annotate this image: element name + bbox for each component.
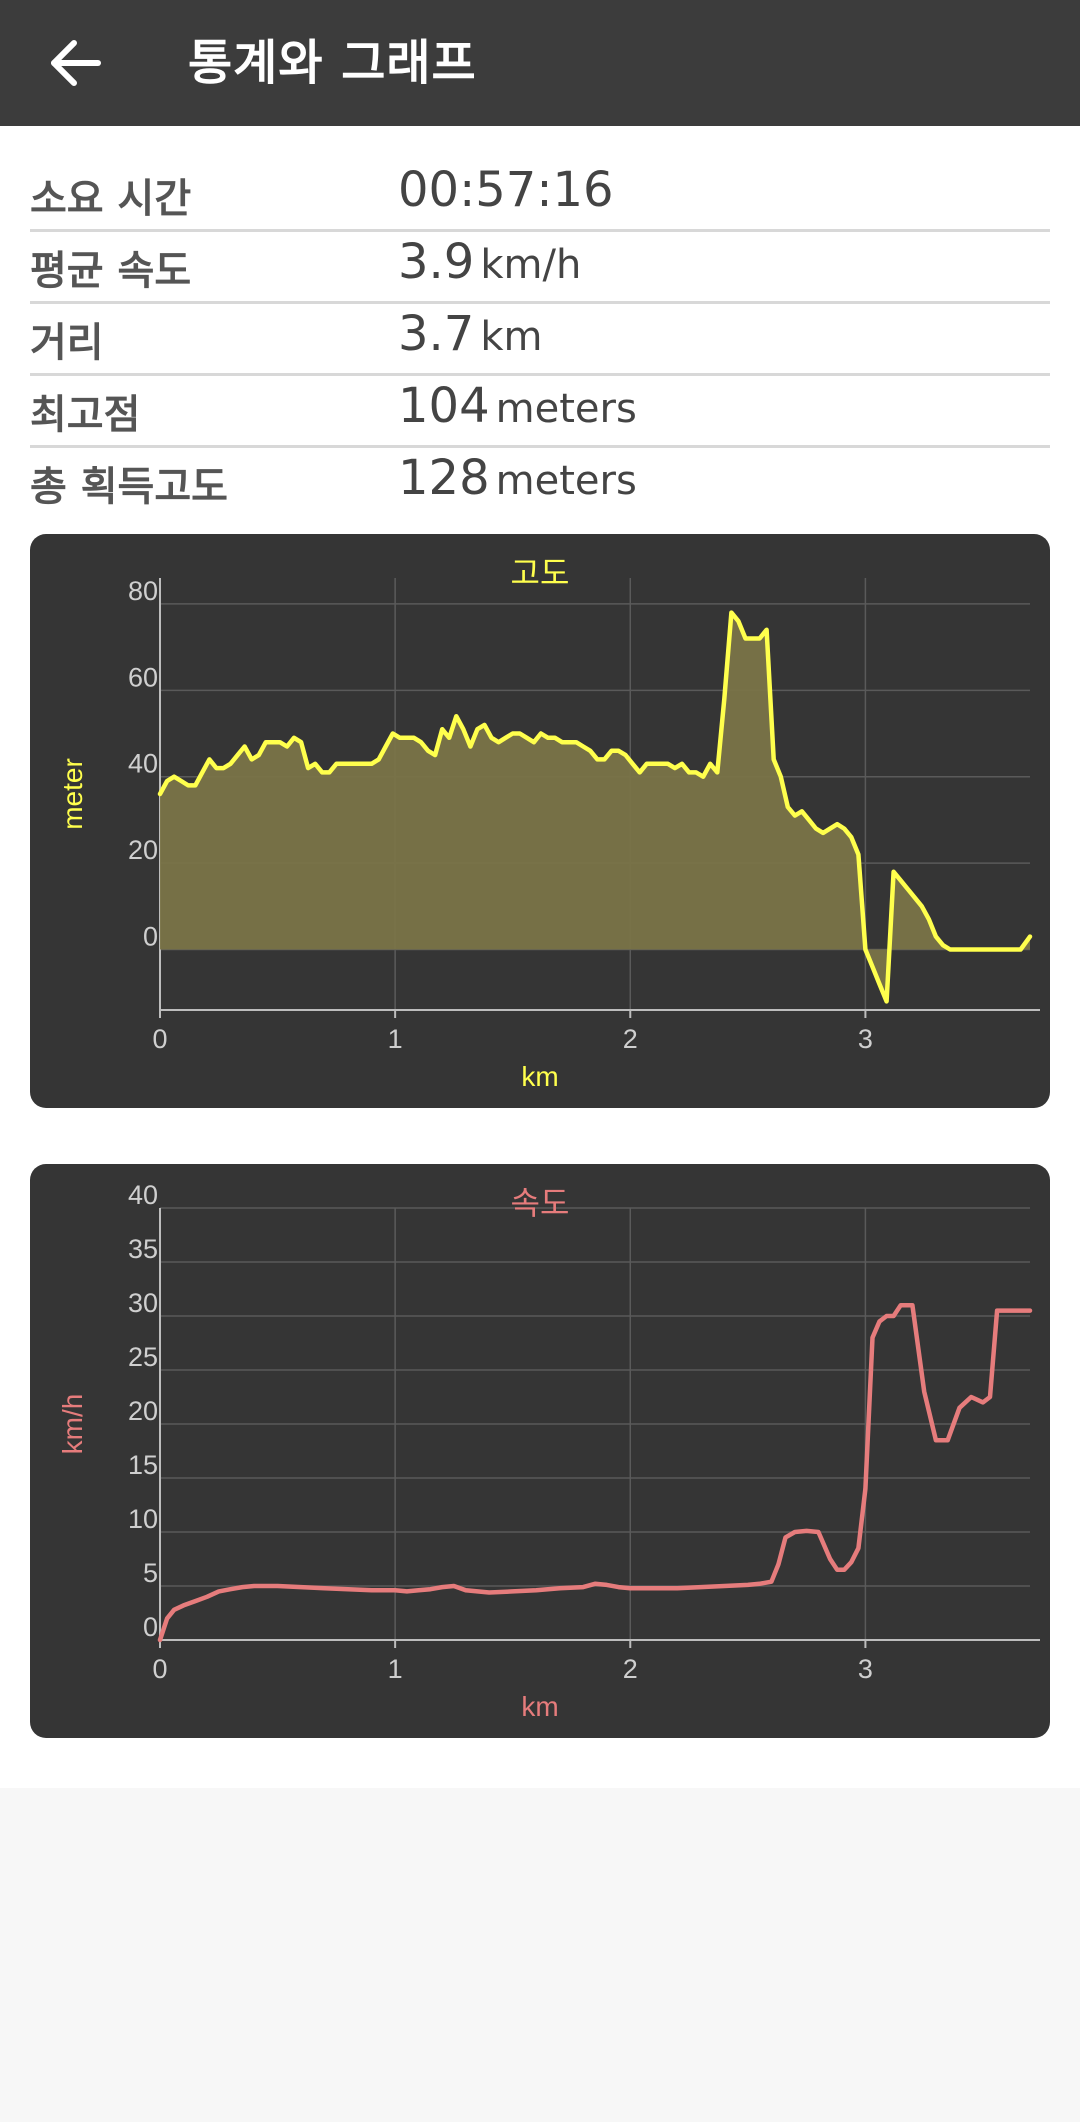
y-tick-label: 15 xyxy=(128,1450,158,1480)
altitude-chart: 0 20 40 60 80 0 1 2 3 고도 km meter xyxy=(30,534,1050,1108)
stat-label: 평균 속도 xyxy=(30,248,192,294)
y-tick-label: 25 xyxy=(128,1342,158,1372)
stat-row-duration: 소요 시간 00:57:16 xyxy=(30,160,1050,232)
x-tick-label: 0 xyxy=(152,1654,167,1684)
x-axis-label: km xyxy=(521,1691,558,1722)
back-button[interactable] xyxy=(40,28,110,98)
altitude-area-fill xyxy=(160,612,1030,1002)
stat-label: 소요 시간 xyxy=(30,176,192,222)
arrow-left-icon xyxy=(51,40,101,86)
stat-value: 128 meters xyxy=(398,450,637,506)
stat-label: 최고점 xyxy=(30,392,141,438)
x-tick-label: 0 xyxy=(152,1024,167,1054)
stat-row-max-altitude: 최고점 104 meters xyxy=(30,376,1050,448)
y-tick-label: 80 xyxy=(128,576,158,606)
speed-chart: 0 5 10 15 20 25 30 35 40 0 1 2 3 속도 km km/h xyxy=(30,1164,1050,1738)
altitude-chart-svg: 0 20 40 60 80 0 1 2 3 고도 km meter xyxy=(57,554,1040,1092)
y-tick-label: 10 xyxy=(128,1504,158,1534)
x-tick-label: 2 xyxy=(623,1024,638,1054)
x-tick-label: 1 xyxy=(388,1024,403,1054)
chart-title: 속도 xyxy=(511,1184,570,1222)
x-axis-label: km xyxy=(521,1061,558,1092)
stat-value: 3.7 km xyxy=(398,306,543,362)
y-tick-label: 60 xyxy=(128,662,158,692)
stat-row-avg-speed: 평균 속도 3.9 km/h xyxy=(30,232,1050,304)
stats-table: 소요 시간 00:57:16 평균 속도 3.9 km/h 거리 3.7 km 최고… xyxy=(30,160,1050,517)
app-bar: 통계와 그래프 xyxy=(0,0,1080,126)
speed-line xyxy=(157,1302,1033,1643)
x-tick-label: 3 xyxy=(858,1024,873,1054)
stat-value: 00:57:16 xyxy=(398,162,614,218)
stats-content: 소요 시간 00:57:16 평균 속도 3.9 km/h 거리 3.7 km 최고… xyxy=(0,126,1080,1788)
altitude-line xyxy=(157,610,1033,1004)
stat-label: 거리 xyxy=(30,320,104,366)
y-tick-label: 5 xyxy=(143,1558,158,1588)
stat-row-distance: 거리 3.7 km xyxy=(30,304,1050,376)
y-tick-label: 20 xyxy=(128,1396,158,1426)
stat-row-total-ascent: 총 획득고도 128 meters xyxy=(30,448,1050,517)
stat-value: 104 meters xyxy=(398,378,637,434)
stat-value: 3.9 km/h xyxy=(398,234,582,290)
y-tick-label: 40 xyxy=(128,1180,158,1210)
y-tick-label: 0 xyxy=(143,922,158,952)
y-tick-label: 0 xyxy=(143,1612,158,1642)
y-tick-label: 35 xyxy=(128,1234,158,1264)
x-tick-label: 3 xyxy=(858,1654,873,1684)
y-tick-label: 40 xyxy=(128,749,158,779)
y-tick-label: 30 xyxy=(128,1288,158,1318)
y-axis-label: km/h xyxy=(57,1394,88,1455)
empty-background xyxy=(0,1788,1080,2122)
x-tick-label: 1 xyxy=(388,1654,403,1684)
x-tick-label: 2 xyxy=(623,1654,638,1684)
page-title: 통계와 그래프 xyxy=(188,35,477,91)
chart-title: 고도 xyxy=(511,554,570,592)
y-axis-label: meter xyxy=(57,758,88,830)
y-tick-label: 20 xyxy=(128,835,158,865)
stat-label: 총 획득고도 xyxy=(30,464,228,510)
speed-chart-svg: 0 5 10 15 20 25 30 35 40 0 1 2 3 속도 km km/h xyxy=(57,1180,1040,1722)
